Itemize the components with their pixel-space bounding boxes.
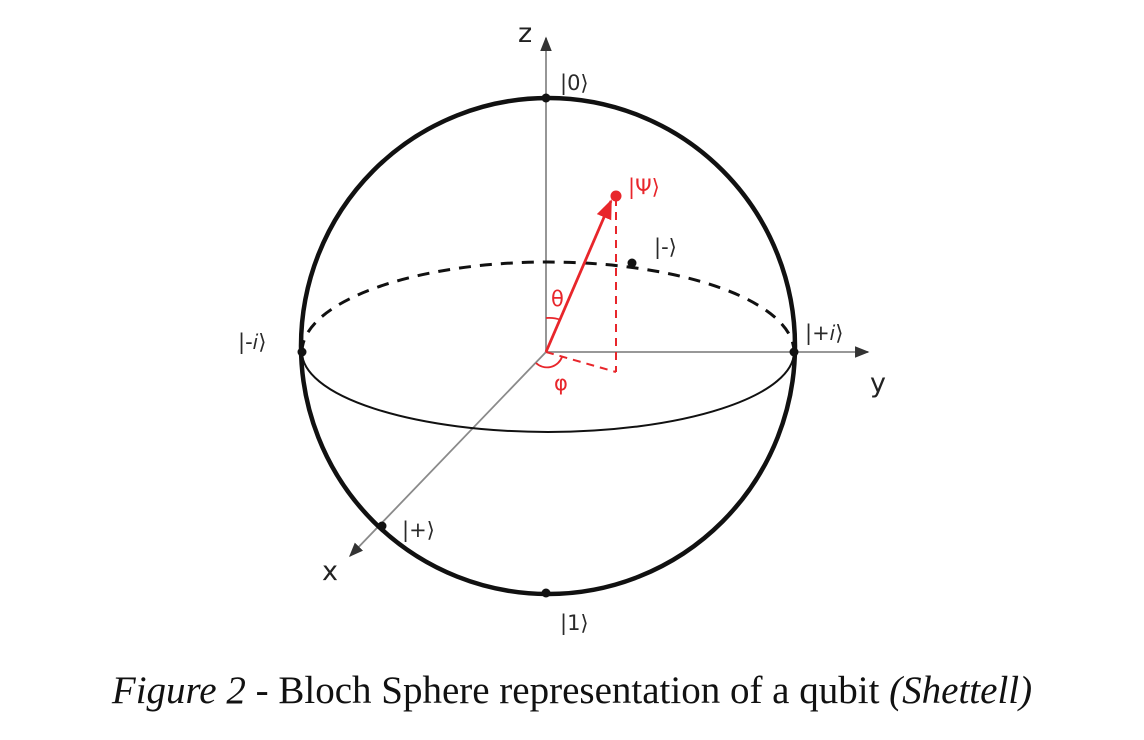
y-axis-label: y [870,368,886,399]
psi-label: |Ψ⟩ [628,175,660,200]
state-plus-point [377,521,387,531]
state-minus-label: |-⟩ [654,235,677,260]
equator-back-dashed [300,260,796,353]
theta-angle-arc [545,316,562,321]
theta-label: θ [551,287,564,311]
figure-caption: Figure 2 - Bloch Sphere representation o… [0,668,1144,713]
phi-label: φ [554,371,568,395]
psi-projection-base [545,351,617,373]
z-axis-label: z [518,18,532,49]
phi-angle-arc [535,356,563,369]
state-plus-i-label: |+𝑖⟩ [805,321,843,346]
caption-source: (Shettell) [889,669,1033,712]
state-plus-i-point [789,347,799,357]
state-zero-point [541,93,551,103]
caption-separator: - [245,669,279,712]
psi-point [610,190,622,202]
state-plus-label: |+⟩ [402,518,435,543]
state-minus-i-point [297,347,307,357]
state-minus-point [627,258,637,268]
psi-state-vector [544,199,613,353]
figure-label: Figure 2 [111,669,246,712]
equator-front [301,351,795,433]
x-axis-label: x [322,556,338,587]
state-one-label: |1⟩ [560,611,589,636]
state-one-point [541,588,551,598]
caption-text: Bloch Sphere representation of a qubit [278,669,890,712]
state-zero-label: |0⟩ [560,71,589,96]
state-minus-i-label: |-𝑖⟩ [238,330,266,355]
